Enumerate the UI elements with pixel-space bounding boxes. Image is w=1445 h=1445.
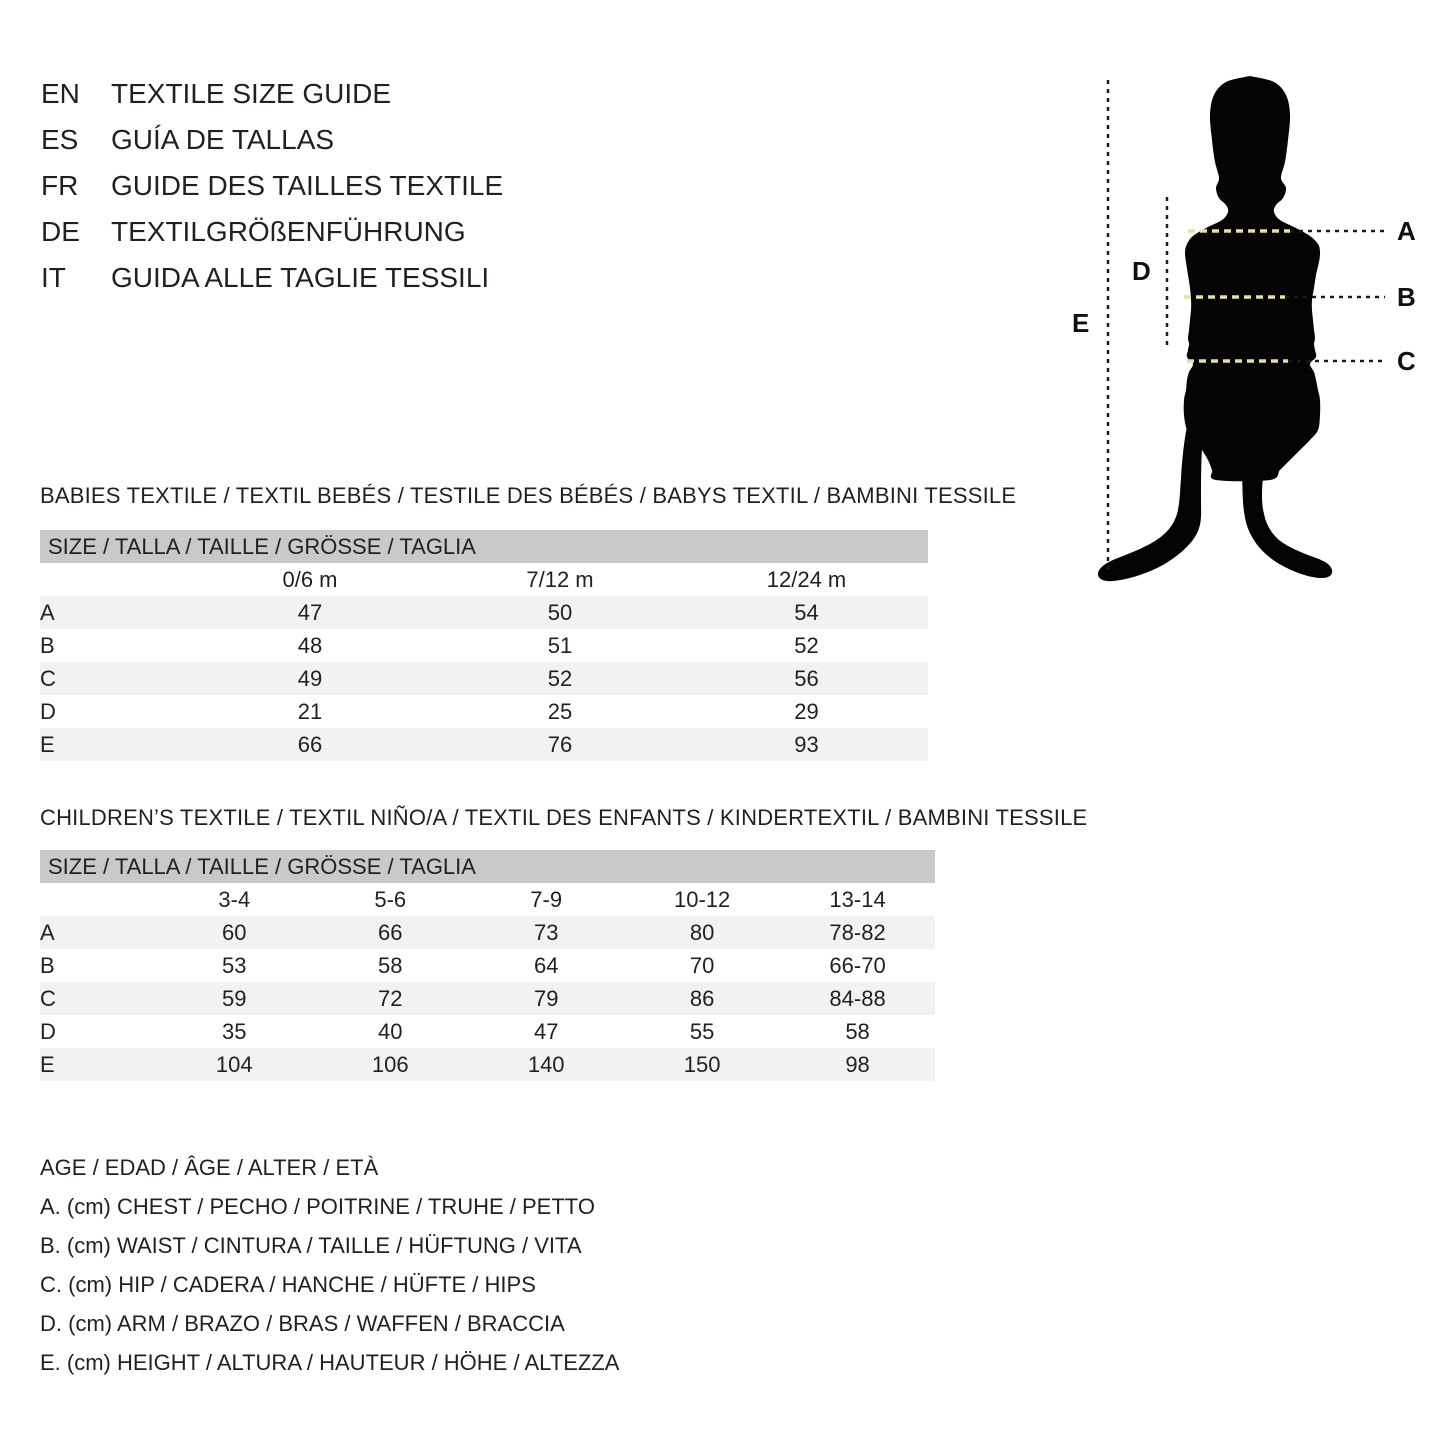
svg-text:D: D — [1132, 256, 1151, 286]
svg-text:E: E — [1072, 308, 1089, 338]
svg-text:C: C — [1397, 346, 1416, 376]
svg-text:B: B — [1397, 282, 1416, 312]
svg-text:A: A — [1397, 216, 1416, 246]
